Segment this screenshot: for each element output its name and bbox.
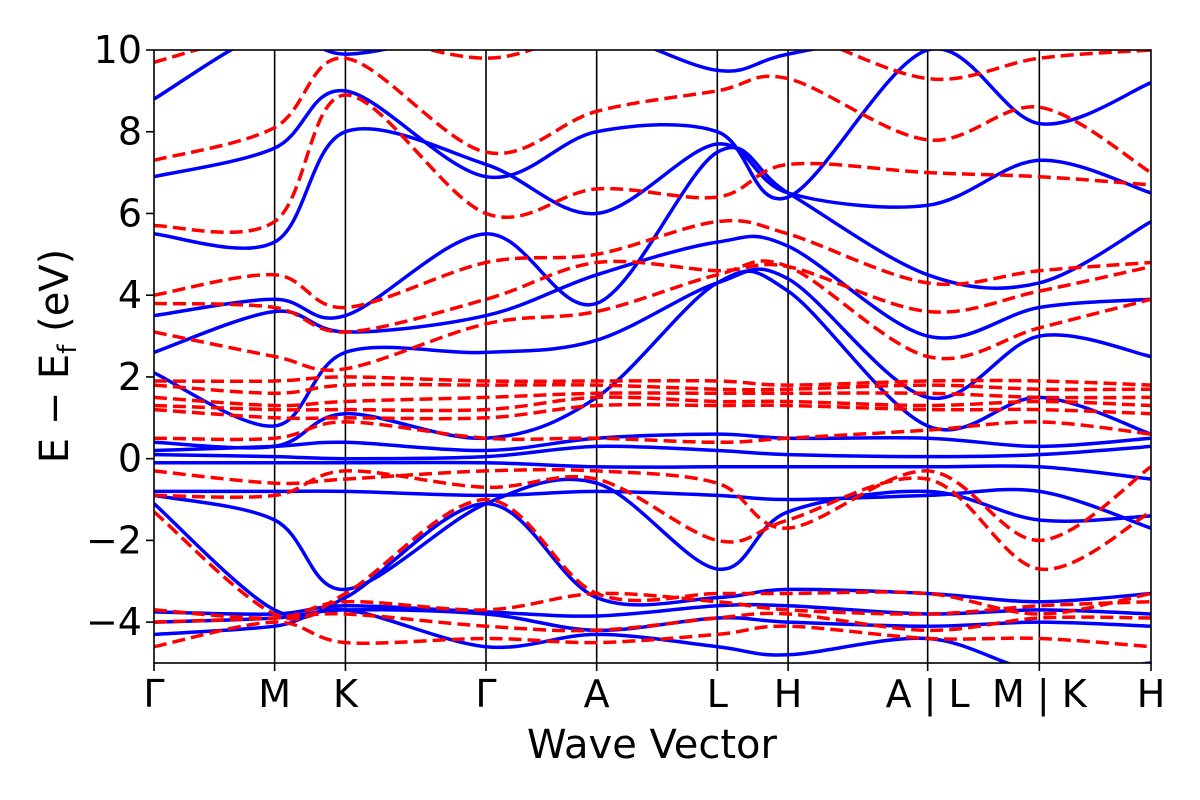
band-line <box>154 460 1151 481</box>
band-line <box>154 259 1151 372</box>
x-tick-label: A <box>584 672 610 716</box>
band-line <box>154 56 1151 175</box>
band-line <box>154 620 1151 649</box>
x-tick-label: Γ <box>143 672 164 716</box>
band-line <box>154 402 1151 421</box>
y-axis-label-sub: f <box>53 344 83 354</box>
series-solid-bands <box>154 50 1151 663</box>
band-line <box>154 432 1151 453</box>
band-line <box>154 375 1151 387</box>
plot-frame <box>153 49 1152 664</box>
band-line <box>154 477 1151 592</box>
band-line <box>154 420 1151 445</box>
y-tick-label: 8 <box>118 110 142 154</box>
band-line <box>154 93 1151 234</box>
series-dashed-bands <box>154 50 1151 649</box>
y-axis-label-lead: E − E <box>32 354 78 464</box>
band-line <box>154 126 1151 250</box>
band-line <box>154 469 1151 571</box>
band-line <box>154 50 1151 82</box>
y-tick-label: −2 <box>86 518 142 562</box>
x-tick-label: Γ <box>475 672 496 716</box>
band-line <box>154 269 1151 450</box>
x-tick-label: M | K <box>992 672 1088 717</box>
band-line <box>154 267 1151 428</box>
y-tick-label: 0 <box>118 437 142 481</box>
band-line <box>154 591 1151 620</box>
x-tick-label: M <box>258 672 291 716</box>
band-line <box>154 50 1151 101</box>
y-axis-label-tail: (eV) <box>32 249 78 345</box>
band-line <box>154 145 1151 320</box>
band-line <box>154 382 1151 396</box>
band-line <box>154 391 1151 408</box>
band-line <box>154 444 1151 461</box>
band-line <box>154 218 1151 310</box>
y-tick-label: 2 <box>118 355 142 399</box>
x-tick-label: L <box>707 672 728 716</box>
band-line <box>154 395 1151 413</box>
x-tick-label: H <box>1137 672 1166 716</box>
y-tick-label: 6 <box>118 191 142 235</box>
band-line <box>154 259 1151 334</box>
band-line <box>154 465 1151 543</box>
x-axis-label: Wave Vector <box>527 722 778 768</box>
x-tick-label: K <box>333 672 359 716</box>
x-tick-label: H <box>774 672 803 716</box>
y-axis-ticks: −4 −2 0 2 4 6 8 10 <box>86 28 154 644</box>
band-line <box>154 50 1151 201</box>
y-axis-label: E − Ef (eV) <box>32 249 83 464</box>
y-tick-label: −4 <box>86 600 142 644</box>
band-line <box>154 487 1151 530</box>
x-tick-label: A | L <box>886 672 970 717</box>
band-line <box>154 497 1151 621</box>
y-tick-label: 10 <box>94 28 142 72</box>
y-tick-label: 4 <box>118 273 142 317</box>
